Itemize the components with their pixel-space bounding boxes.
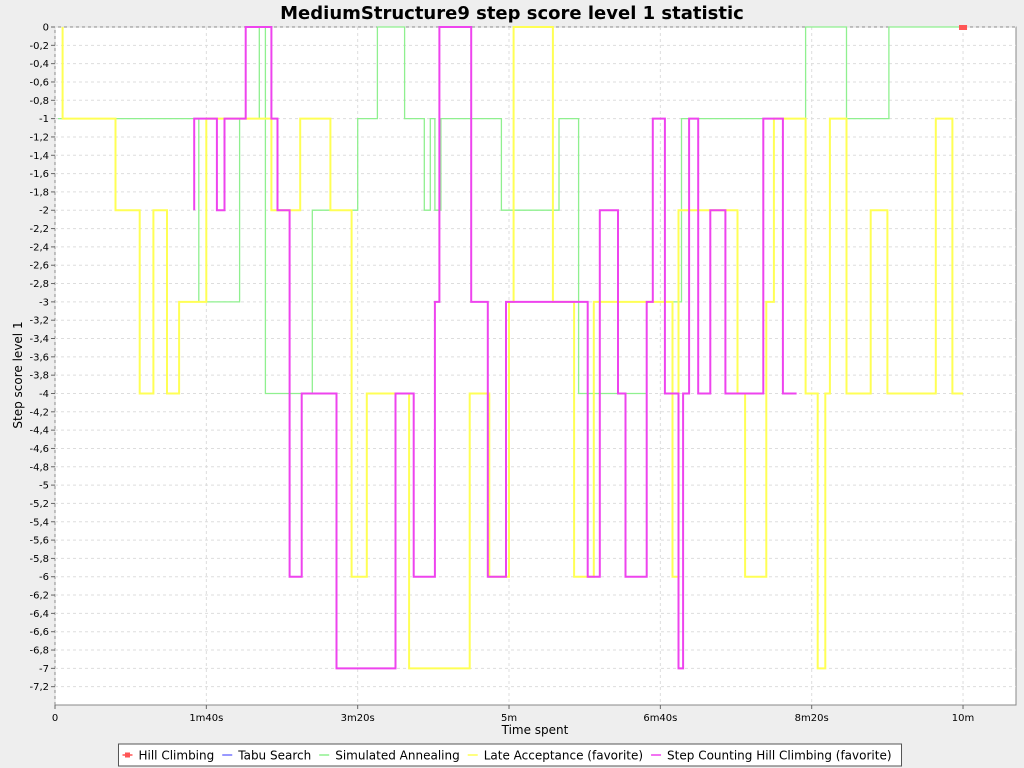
y-tick-label: -6,2 <box>29 591 49 602</box>
legend-label-tabu-search: Tabu Search <box>237 749 311 763</box>
x-tick-label: 6m40s <box>643 713 677 724</box>
y-tick-label: -4 <box>39 389 49 400</box>
legend-label-simulated-annealing: Simulated Annealing <box>335 749 460 763</box>
y-tick-label: -2 <box>39 206 49 217</box>
chart-title: MediumStructure9 step score level 1 stat… <box>280 3 744 24</box>
x-axis-label: Time spent <box>501 723 569 737</box>
y-tick-label: -7,2 <box>29 682 49 693</box>
x-tick-label: 0 <box>52 713 58 724</box>
series-lines <box>58 25 968 670</box>
x-tick-label: 5m <box>501 713 517 724</box>
y-tick-label: -1 <box>39 114 49 125</box>
series-point-hill-climbing <box>959 25 965 30</box>
y-tick-label: -4,8 <box>29 462 49 473</box>
legend-label-hill-climbing: Hill Climbing <box>138 749 214 763</box>
y-tick-label: -6,4 <box>29 609 49 620</box>
y-tick-label: -1,8 <box>29 187 49 198</box>
legend-label-step-counting-hill-climbing-favorite: Step Counting Hill Climbing (favorite) <box>667 749 891 763</box>
y-tick-label: -0,2 <box>29 41 49 52</box>
y-tick-label: -0,4 <box>29 59 49 70</box>
x-tick-label: 3m20s <box>341 713 375 724</box>
y-tick-label: -0,6 <box>29 77 49 88</box>
x-tick-label: 1m40s <box>189 713 223 724</box>
legend-marker-hill-climbing <box>124 752 130 758</box>
y-tick-label: -1,2 <box>29 132 49 143</box>
y-tick-label: -3,8 <box>29 371 49 382</box>
y-tick-label: -4,6 <box>29 444 49 455</box>
y-tick-label: -5 <box>39 481 49 492</box>
y-tick-label: -3,4 <box>29 334 49 345</box>
y-tick-label: -4,4 <box>29 426 49 437</box>
y-tick-label: -2,4 <box>29 242 49 253</box>
y-tick-label: 0 <box>43 23 49 34</box>
legend-box <box>117 743 903 767</box>
y-axis-label: Step score level 1 <box>11 321 25 428</box>
y-tick-label: -2,6 <box>29 261 49 272</box>
y-tick-label: -5,4 <box>29 517 49 528</box>
y-tick-label: -6 <box>39 572 49 583</box>
y-tick-label: -3,6 <box>29 352 49 363</box>
legend: Hill Climbing Tabu Search Simulated Anneal… <box>117 743 903 767</box>
y-tick-label: -1,4 <box>29 151 49 162</box>
y-tick-label: -1,6 <box>29 169 49 180</box>
y-tick-label: -3,2 <box>29 316 49 327</box>
y-tick-label: -7 <box>39 664 49 675</box>
legend-label-late-acceptance-favorite: Late Acceptance (favorite) <box>484 749 643 763</box>
series-line-step-counting-hill-climbing-favorite <box>193 26 797 670</box>
y-tick-label: -2,2 <box>29 224 49 235</box>
y-tick-label: -2,8 <box>29 279 49 290</box>
plot-area <box>54 26 1017 706</box>
y-tick-label: -6,6 <box>29 627 49 638</box>
y-tick-label: -6,8 <box>29 646 49 657</box>
x-tick-label: 10m <box>952 713 974 724</box>
y-tick-label: -5,8 <box>29 554 49 565</box>
series-point-hill-climbing <box>962 25 968 30</box>
y-tick-label: -5,2 <box>29 499 49 510</box>
y-tick-label: -0,8 <box>29 96 49 107</box>
y-tick-label: -5,6 <box>29 536 49 547</box>
y-axis-ticks: 0 -0,2 -0,4 -0,6 -0,8 -1 -1,2 -1,4 -1,6 -1,8 -2 -2,… <box>29 23 55 693</box>
x-axis-ticks: 0 1m40s 3m20s 5m 6m40s 8m20s 10m <box>52 705 974 724</box>
x-tick-label: 8m20s <box>795 713 829 724</box>
y-tick-label: -3 <box>39 297 49 308</box>
y-tick-label: -4,2 <box>29 407 49 418</box>
